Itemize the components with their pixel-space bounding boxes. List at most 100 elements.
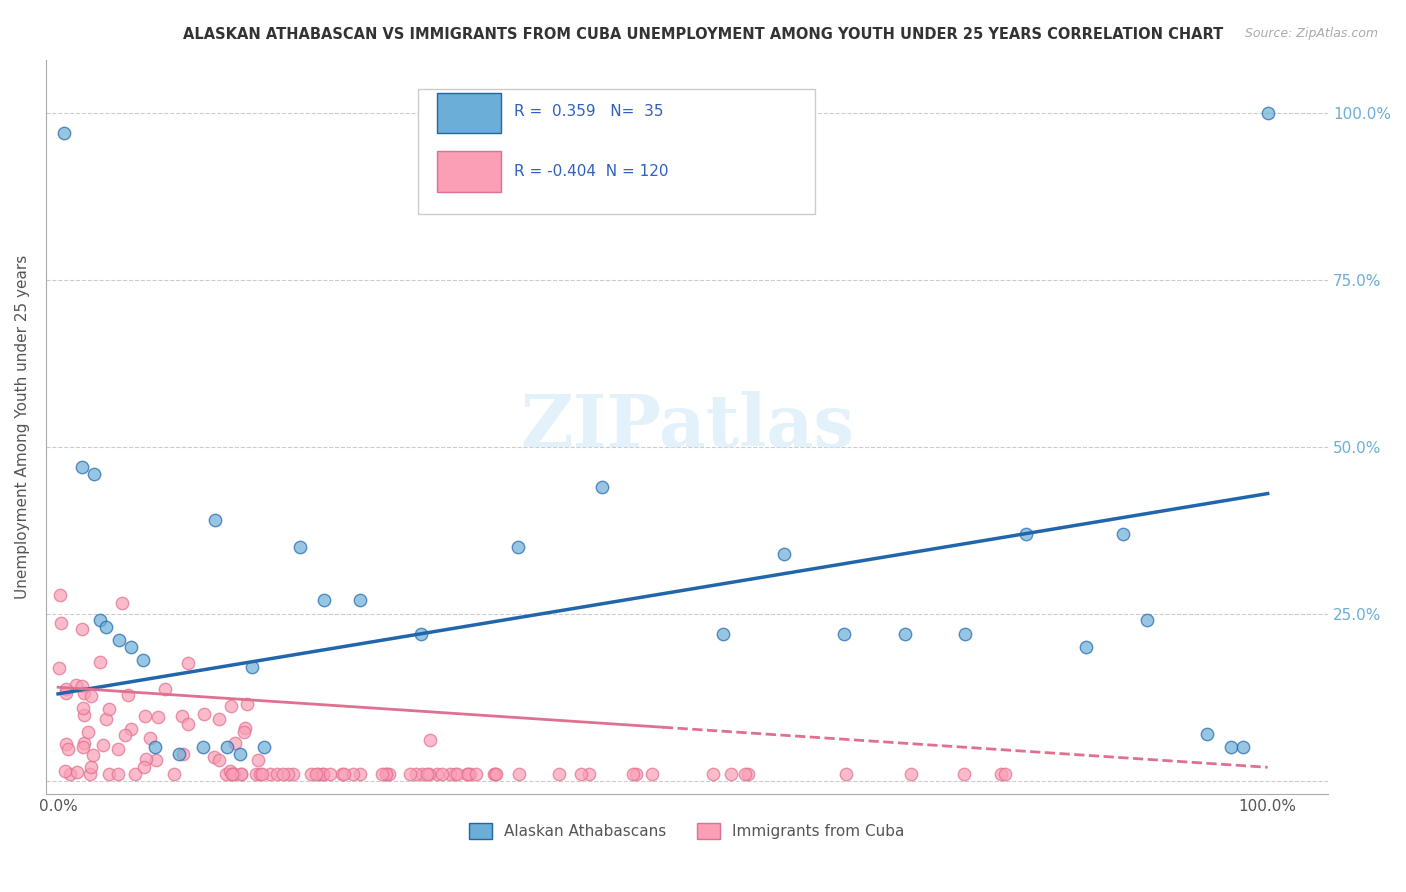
Point (371, 767, 394, 781)
Point (485, 767, 508, 781)
Point (72, 739, 94, 754)
Point (506, 540, 529, 554)
Point (120, 723, 142, 737)
Point (1257, 106, 1279, 120)
Point (398, 767, 420, 781)
Legend: Alaskan Athabascans, Immigrants from Cuba: Alaskan Athabascans, Immigrants from Cub… (463, 817, 911, 845)
Point (231, 767, 253, 781)
Point (138, 731, 160, 745)
Point (419, 733, 441, 747)
Point (720, 767, 742, 781)
Point (249, 767, 271, 781)
Point (177, 656, 200, 670)
Point (82, 748, 104, 763)
Point (342, 767, 364, 781)
Point (120, 640, 142, 654)
Point (1015, 526, 1038, 541)
Point (72, 708, 94, 723)
Point (426, 767, 449, 781)
Point (217, 740, 239, 755)
Point (305, 767, 328, 781)
Point (235, 697, 257, 711)
Point (204, 513, 226, 527)
Point (221, 767, 243, 781)
Point (952, 767, 974, 781)
Point (132, 653, 155, 667)
Point (65, 678, 87, 692)
Point (259, 767, 281, 781)
Point (134, 708, 156, 723)
Point (114, 728, 136, 742)
Point (80, 760, 103, 774)
Point (55, 681, 77, 696)
Point (167, 747, 190, 761)
Point (77, 725, 100, 739)
Point (456, 767, 478, 781)
Point (79, 767, 101, 781)
Point (1111, 526, 1133, 541)
Point (894, 627, 917, 641)
Point (233, 721, 256, 735)
Point (409, 627, 432, 641)
Point (444, 767, 467, 781)
Point (70, 679, 93, 693)
Point (458, 767, 481, 781)
Point (457, 767, 479, 781)
Point (124, 767, 146, 781)
Point (318, 767, 340, 781)
Point (73, 685, 96, 699)
Point (72, 459, 94, 474)
Point (411, 767, 433, 781)
Point (349, 593, 371, 607)
Point (117, 689, 139, 703)
Point (49, 588, 72, 602)
Point (482, 767, 505, 781)
Point (146, 710, 169, 724)
Point (246, 753, 269, 767)
Point (314, 593, 336, 607)
Point (266, 767, 288, 781)
Point (219, 764, 242, 778)
Point (990, 767, 1012, 781)
Point (56, 741, 79, 756)
Point (641, 767, 664, 781)
Point (172, 709, 194, 723)
Point (83, 467, 105, 481)
Point (446, 767, 468, 781)
Point (55, 737, 77, 751)
Point (439, 767, 461, 781)
Point (418, 767, 440, 781)
Point (245, 767, 267, 781)
Point (835, 767, 858, 781)
Point (176, 716, 198, 731)
Point (271, 767, 294, 781)
Point (378, 767, 401, 781)
Point (55, 686, 77, 700)
Point (349, 767, 371, 781)
Point (72, 736, 94, 750)
Point (374, 767, 396, 781)
Point (578, 767, 600, 781)
Point (96, 712, 118, 726)
Point (111, 596, 134, 610)
Point (312, 767, 335, 781)
Point (72, 701, 94, 715)
Point (59, 767, 82, 781)
Point (48, 661, 70, 675)
Text: Source: ZipAtlas.com: Source: ZipAtlas.com (1244, 27, 1378, 40)
Point (312, 767, 335, 781)
Point (375, 767, 398, 781)
Point (1076, 640, 1098, 654)
Point (145, 753, 167, 767)
Point (224, 736, 246, 750)
Point (53, 126, 76, 140)
Point (193, 707, 215, 722)
Point (66, 765, 89, 780)
Point (621, 767, 644, 781)
Point (228, 747, 250, 761)
Point (416, 767, 439, 781)
Point (221, 699, 243, 714)
Point (51, 615, 73, 630)
Point (702, 767, 724, 781)
Point (208, 753, 231, 767)
